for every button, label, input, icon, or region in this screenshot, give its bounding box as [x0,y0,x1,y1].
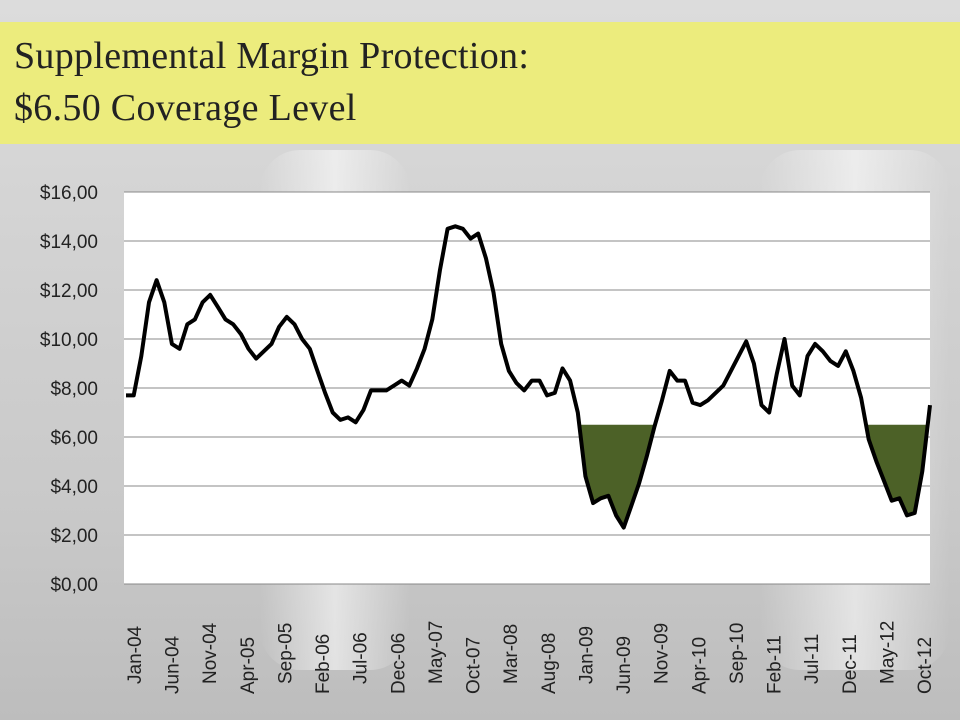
y-tick-label: $16,00 [40,183,98,204]
title-band [0,22,960,144]
x-tick-label: Feb-06 [313,634,334,694]
x-tick-label: May-07 [426,621,447,684]
y-tick-label: $10,00 [40,330,98,351]
x-axis-ticks: Jan-04 Jun-04 Nov-04 Apr-05 Sep-05 Feb-06 Jul-… [125,621,936,694]
x-tick-label: Oct-12 [915,637,936,694]
x-tick-label: Nov-09 [652,623,673,684]
y-tick-label: $0,00 [50,575,98,596]
x-tick-label: Jan-09 [576,626,597,684]
y-tick-label: $2,00 [50,526,98,547]
slide-subtitle: $6.50 Coverage Level [14,87,357,129]
y-tick-label: $4,00 [50,477,98,498]
x-tick-label: Sep-10 [727,623,748,684]
y-tick-label: $6,00 [50,428,98,449]
x-tick-label: Jun-04 [163,635,184,694]
x-tick-label: Sep-05 [275,623,296,684]
x-tick-label: Jan-04 [125,625,146,684]
margin-series-line [126,224,932,530]
below-coverage-area [579,424,928,528]
slide-title: Supplemental Margin Protection: [14,35,530,77]
x-tick-label: Jul-11 [802,634,823,684]
x-tick-label: Nov-04 [200,622,221,684]
x-tick-label: Mar-08 [501,624,522,684]
x-tick-label: Aug-08 [539,633,560,694]
x-tick-label: Oct-07 [464,637,485,694]
y-tick-label: $14,00 [40,232,98,253]
y-axis-ticks: $0,00 $2,00 $4,00 $6,00 $8,00 $10,00 $12,00 $14… [40,183,98,596]
x-tick-label: Apr-05 [238,637,259,694]
x-tick-label: Apr-10 [689,637,710,694]
y-tick-label: $12,00 [40,281,98,302]
x-tick-label: Jun-09 [614,636,635,694]
x-tick-label: Dec-11 [840,634,861,694]
x-tick-label: Dec-06 [388,633,409,694]
x-tick-label: Feb-11 [765,635,786,694]
y-tick-label: $8,00 [50,379,98,400]
x-tick-label: Jul-06 [351,632,372,684]
x-tick-label: May-12 [877,621,898,684]
